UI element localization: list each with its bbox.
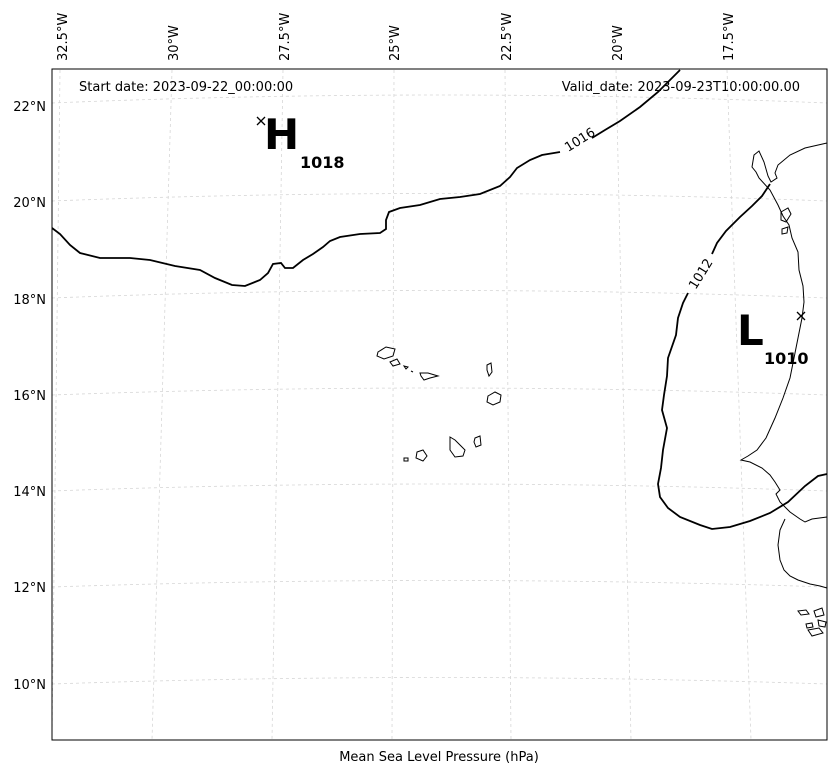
lat-tick-label: 18°N	[13, 293, 46, 308]
parallel-20n	[51, 193, 828, 202]
lon-tick-label: 20°W	[611, 25, 626, 61]
lat-tick-label: 14°N	[13, 485, 46, 500]
lat-tick-label: 22°N	[13, 100, 46, 115]
parallel-10n	[51, 677, 828, 685]
high-pressure-letter: H	[264, 110, 299, 159]
parallel-18n	[51, 290, 828, 299]
island-sal	[486, 362, 493, 378]
island-maio	[473, 435, 482, 448]
coastline-bijagos-4	[807, 627, 824, 637]
isobar-1012-line	[657, 183, 828, 530]
meridian-30w	[151, 69, 173, 741]
island-boa-vista	[486, 391, 502, 406]
island-santa-luzia	[402, 365, 409, 370]
isobar-1016-line	[51, 69, 681, 287]
low-center-cross	[796, 311, 806, 321]
low-pressure-letter: L	[737, 306, 764, 355]
lat-tick-label: 10°N	[13, 678, 46, 693]
coastline	[376, 142, 828, 637]
coastline-bijagos-5	[817, 619, 827, 628]
island-santiago	[449, 436, 466, 458]
island-santo-antao	[376, 346, 396, 360]
valid-date-label: Valid_date: 2023-09-23T10:00:00.00	[562, 80, 800, 95]
coastline-bijagos-2	[813, 607, 825, 618]
meridian-25w	[391, 69, 395, 741]
island-fogo	[415, 449, 428, 462]
map-frame	[51, 68, 828, 741]
island-sao-nicolau	[410, 370, 440, 381]
latitude-axis: 22°N 20°N 18°N 16°N 14°N 12°N 10°N	[13, 100, 46, 693]
meridian-20w	[615, 69, 632, 741]
meridian-22-5w	[504, 69, 512, 741]
parallel-22n	[51, 94, 828, 104]
longitude-axis: 32.5°W 30°W 27.5°W 25°W 22.5°W 20°W 17.5…	[56, 13, 737, 61]
low-pressure-value: 1010	[764, 349, 809, 368]
coastline-banc-arguin-1	[780, 207, 792, 223]
isobar-1016-label: 1016	[562, 125, 598, 155]
parallel-12n	[51, 580, 828, 588]
parallel-16n	[51, 387, 828, 396]
graticule	[51, 69, 828, 741]
lon-tick-label: 30°W	[167, 25, 182, 61]
map-caption: Mean Sea Level Pressure (hPa)	[339, 750, 539, 765]
lon-tick-label: 17.5°W	[722, 13, 737, 61]
lat-tick-label: 16°N	[13, 389, 46, 404]
high-center-cross	[256, 116, 266, 126]
low-pressure-marker	[796, 311, 806, 321]
meridian-17-5w	[726, 69, 752, 741]
coastline-bijagos-1	[797, 609, 810, 616]
africa-coastline	[739, 142, 828, 523]
meridian-27-5w	[271, 69, 284, 741]
isobars	[51, 69, 828, 530]
lon-tick-label: 27.5°W	[278, 13, 293, 61]
meridian-32-5w	[51, 69, 61, 741]
coastline-banc-arguin-2	[781, 226, 789, 235]
high-pressure-value: 1018	[300, 153, 345, 172]
start-date-label: Start date: 2023-09-22_00:00:00	[79, 80, 293, 95]
africa-coastline-south	[777, 518, 828, 589]
island-sao-vicente	[389, 358, 401, 367]
lat-tick-label: 20°N	[13, 196, 46, 211]
lat-tick-label: 12°N	[13, 581, 46, 596]
lon-tick-label: 32.5°W	[56, 13, 71, 61]
parallel-14n	[51, 483, 828, 492]
island-brava	[403, 457, 409, 462]
lon-tick-label: 22.5°W	[500, 13, 515, 61]
high-pressure-marker	[256, 116, 266, 126]
coastline-bijagos-3	[805, 622, 814, 629]
lon-tick-label: 25°W	[388, 25, 403, 61]
isobar-1012-label: 1012	[686, 256, 716, 292]
